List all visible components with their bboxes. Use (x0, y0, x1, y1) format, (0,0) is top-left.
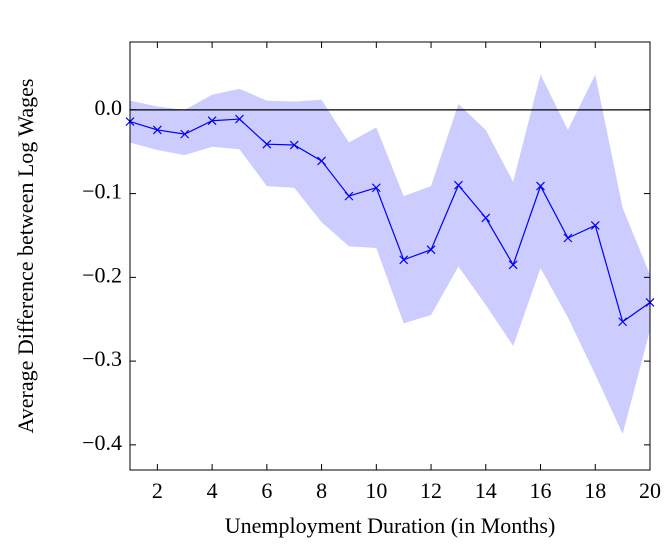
x-tick-label: 18 (584, 478, 606, 503)
x-tick-label: 10 (365, 478, 387, 503)
marker (235, 114, 244, 124)
plot-frame (129, 41, 651, 471)
marker (371, 183, 381, 193)
marker (152, 125, 162, 135)
marker (453, 180, 463, 190)
marker (618, 317, 628, 327)
data-line (129, 118, 651, 323)
y-axis-label: Average Difference between Log Wages (13, 79, 38, 434)
x-tick-label: 2 (152, 478, 163, 503)
marker (508, 260, 518, 270)
x-tick-label: 16 (530, 478, 552, 503)
confidence-band (130, 74, 650, 434)
marker (262, 139, 272, 149)
marker (563, 233, 573, 243)
y-tick-label: −0.2 (82, 262, 122, 287)
marker (481, 213, 491, 223)
marker (536, 181, 545, 191)
y-tick-label: −0.1 (82, 179, 122, 204)
x-tick-label: 14 (475, 478, 497, 503)
x-tick-label: 4 (207, 478, 218, 503)
marker (344, 191, 354, 201)
x-tick-label: 12 (420, 478, 442, 503)
y-tick-label: −0.3 (82, 346, 122, 371)
marker (180, 129, 190, 139)
marker (317, 156, 327, 166)
marker (289, 140, 299, 150)
x-tick-label: 20 (639, 478, 661, 503)
marker (399, 255, 409, 265)
y-tick-label: 0.0 (95, 95, 123, 120)
x-tick-label: 8 (316, 478, 327, 503)
x-tick-label: 6 (261, 478, 272, 503)
y-tick-label: −0.4 (82, 430, 122, 455)
x-axis-label: Unemployment Duration (in Months) (225, 513, 556, 538)
marker (426, 245, 436, 255)
marker (207, 116, 217, 126)
marker (590, 221, 600, 230)
